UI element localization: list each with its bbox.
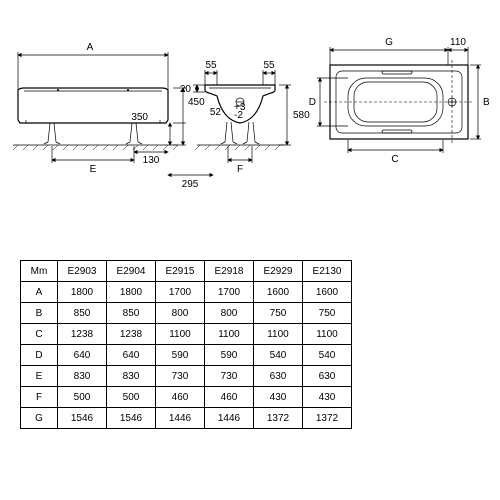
- table-cell: 460: [205, 387, 254, 408]
- label-20: 20: [180, 84, 192, 95]
- label-E: E: [90, 164, 97, 175]
- table-row: B850850800800750750: [21, 303, 352, 324]
- table-cell: 540: [254, 345, 303, 366]
- table-cell: D: [21, 345, 58, 366]
- table-cell: 1238: [107, 324, 156, 345]
- table-cell: 1372: [303, 408, 352, 429]
- dimensions-table: MmE2903E2904E2915E2918E2929E2130A1800180…: [20, 260, 320, 429]
- table-cell: 1546: [58, 408, 107, 429]
- table-header-cell: E2929: [254, 261, 303, 282]
- table-row: A180018001700170016001600: [21, 282, 352, 303]
- table-cell: 1600: [254, 282, 303, 303]
- table-cell: 1238: [58, 324, 107, 345]
- label-110: 110: [450, 37, 466, 48]
- label-A: A: [87, 42, 94, 53]
- table-cell: 640: [58, 345, 107, 366]
- label-580: 580: [293, 110, 310, 121]
- table-header-cell: E2915: [156, 261, 205, 282]
- table-cell: 1372: [254, 408, 303, 429]
- table-cell: 1100: [156, 324, 205, 345]
- table-cell: 630: [303, 366, 352, 387]
- table-cell: 850: [58, 303, 107, 324]
- table-cell: 460: [156, 387, 205, 408]
- label-D: D: [309, 97, 316, 108]
- table-cell: B: [21, 303, 58, 324]
- table-row: F500500460460430430: [21, 387, 352, 408]
- table-cell: 1700: [205, 282, 254, 303]
- table-cell: 500: [107, 387, 156, 408]
- table-cell: 1100: [254, 324, 303, 345]
- label-295: 295: [182, 179, 199, 190]
- table-cell: 850: [107, 303, 156, 324]
- table-row: G154615461446144613721372: [21, 408, 352, 429]
- table-cell: 1800: [58, 282, 107, 303]
- table-cell: 750: [303, 303, 352, 324]
- top-view: G 110 B D C: [309, 37, 490, 165]
- table-row: C123812381100110011001100: [21, 324, 352, 345]
- table-header-cell: Mm: [21, 261, 58, 282]
- table-cell: 1600: [303, 282, 352, 303]
- side-view: A 450: [13, 42, 213, 190]
- table-cell: 1446: [156, 408, 205, 429]
- table-row: E830830730730630630: [21, 366, 352, 387]
- label-450: 450: [188, 97, 205, 108]
- table-cell: 1100: [303, 324, 352, 345]
- table-header-cell: E2903: [58, 261, 107, 282]
- table-cell: 430: [303, 387, 352, 408]
- table-cell: F: [21, 387, 58, 408]
- table-cell: 1446: [205, 408, 254, 429]
- table-cell: 800: [205, 303, 254, 324]
- label-C: C: [391, 154, 398, 165]
- table-cell: 590: [156, 345, 205, 366]
- table-cell: 730: [156, 366, 205, 387]
- label-55a: 55: [205, 60, 217, 71]
- technical-drawings: A 450: [0, 30, 500, 230]
- table-cell: C: [21, 324, 58, 345]
- label-B: B: [483, 97, 490, 108]
- table-cell: 540: [303, 345, 352, 366]
- table-header-cell: E2130: [303, 261, 352, 282]
- table-cell: 1800: [107, 282, 156, 303]
- label-G: G: [385, 37, 393, 48]
- table-header-cell: E2918: [205, 261, 254, 282]
- tub-legs: [44, 123, 142, 144]
- label-350: 350: [131, 112, 148, 123]
- table-row: D640640590590540540: [21, 345, 352, 366]
- table-cell: 830: [107, 366, 156, 387]
- label-F: F: [237, 164, 243, 175]
- table-cell: 630: [254, 366, 303, 387]
- table-cell: G: [21, 408, 58, 429]
- table-cell: 830: [58, 366, 107, 387]
- table-cell: 1100: [205, 324, 254, 345]
- table-cell: 730: [205, 366, 254, 387]
- label-55b: 55: [263, 60, 275, 71]
- table-cell: 500: [58, 387, 107, 408]
- table-cell: 590: [205, 345, 254, 366]
- table-cell: E: [21, 366, 58, 387]
- end-view: 55 55 20 52 +3 -2: [180, 60, 310, 175]
- table-header-cell: E2904: [107, 261, 156, 282]
- table-cell: 1700: [156, 282, 205, 303]
- table-cell: 640: [107, 345, 156, 366]
- table-cell: 800: [156, 303, 205, 324]
- table-cell: 750: [254, 303, 303, 324]
- label-130: 130: [143, 155, 160, 166]
- table-cell: A: [21, 282, 58, 303]
- table-cell: 1546: [107, 408, 156, 429]
- label-52: 52: [210, 107, 222, 118]
- label-minus2: -2: [234, 110, 243, 121]
- table-cell: 430: [254, 387, 303, 408]
